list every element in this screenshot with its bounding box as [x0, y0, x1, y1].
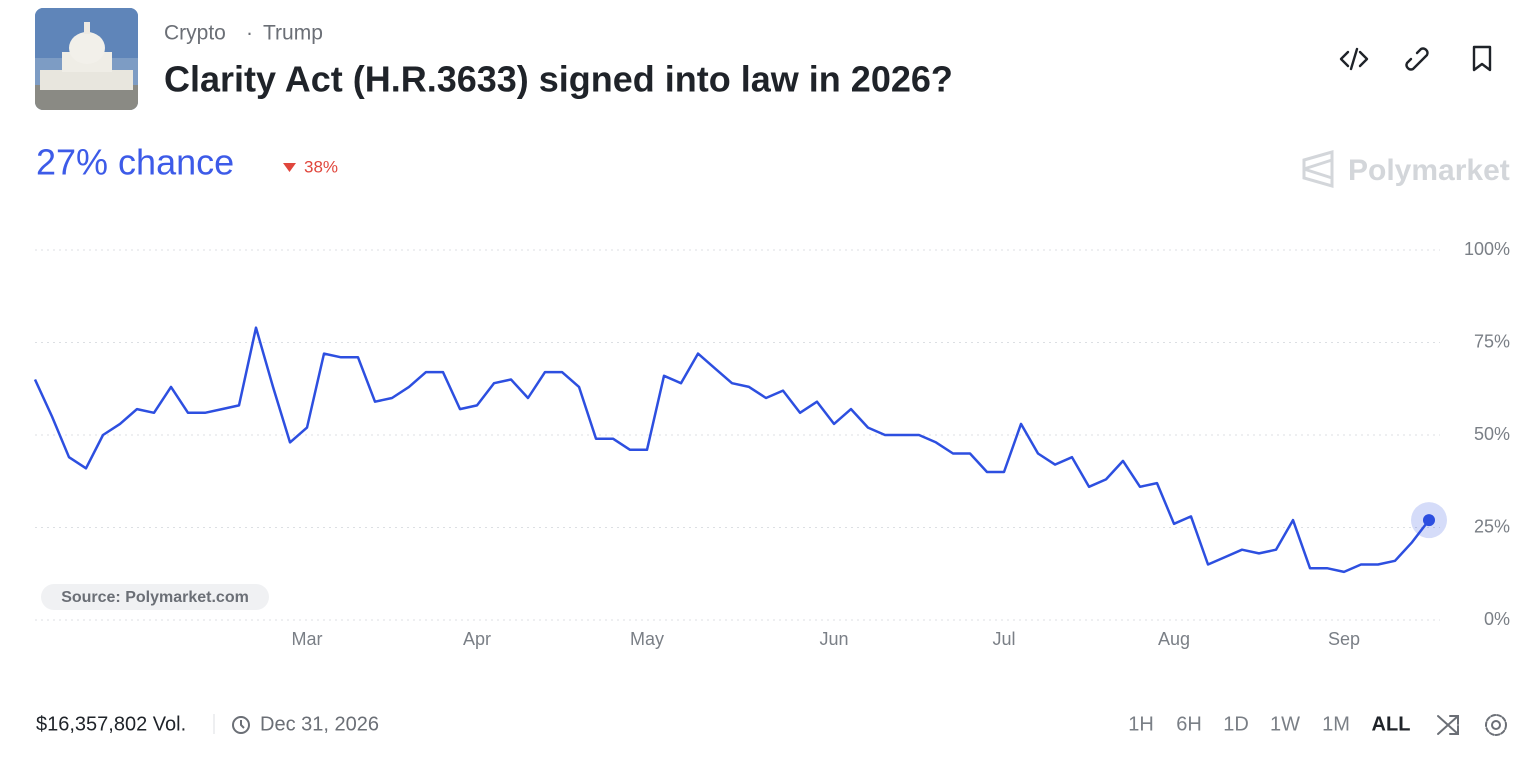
clock-icon	[232, 716, 250, 734]
down-arrow	[283, 163, 296, 172]
change: 38%	[304, 157, 338, 176]
chart: 0% 25% 50% 75% 100% Mar Apr May Jun Jul Aug Sep	[33, 239, 1510, 649]
volume: $16,357,802 Vol.	[36, 713, 186, 735]
range-selector: 1H 6H 1D 1W 1M ALL	[1128, 713, 1410, 735]
range-button[interactable]: 1H	[1128, 713, 1154, 735]
tag[interactable]: Trump	[263, 22, 323, 45]
brand: Polymarket	[1348, 154, 1510, 187]
y-tick-label: 50%	[1474, 424, 1510, 444]
source: Source: Polymarket.com	[61, 589, 249, 606]
shuffle-button[interactable]	[1437, 715, 1459, 735]
range-button[interactable]: 1D	[1223, 713, 1249, 735]
source-badge	[41, 584, 269, 610]
x-tick-label: Aug	[1158, 629, 1190, 649]
price-line	[33, 326, 1430, 574]
separator: ·	[246, 22, 253, 45]
x-tick-label: Sep	[1328, 629, 1360, 649]
y-tick-label: 75%	[1474, 331, 1510, 351]
y-tick-label: 0%	[1484, 609, 1510, 629]
y-tick-label: 25%	[1474, 516, 1510, 536]
y-tick-label: 100%	[1464, 239, 1510, 259]
x-tick-label: Jul	[992, 629, 1015, 649]
market-title: Clarity Act (H.R.3633) signed into law i…	[164, 59, 953, 100]
range-button[interactable]: 1W	[1270, 713, 1300, 735]
range-button[interactable]: ALL	[1372, 713, 1411, 735]
tag[interactable]: Crypto	[164, 22, 226, 45]
link-button[interactable]	[1405, 47, 1429, 71]
x-tick-label: May	[630, 629, 664, 649]
range-button[interactable]: 1M	[1322, 713, 1350, 735]
x-tick-label: Mar	[292, 629, 323, 649]
chance: 27% chance	[36, 142, 234, 183]
end-date: Dec 31, 2026	[260, 713, 379, 735]
thumbnail	[35, 8, 138, 110]
x-tick-label: Jun	[819, 629, 848, 649]
bookmark-button[interactable]	[1472, 45, 1492, 72]
end-point	[1423, 514, 1435, 527]
range-button[interactable]: 6H	[1176, 713, 1202, 735]
settings-button[interactable]	[1485, 714, 1507, 736]
x-tick-label: Apr	[463, 629, 491, 649]
embed-button[interactable]	[1339, 47, 1369, 71]
brand-logo	[1302, 150, 1334, 188]
